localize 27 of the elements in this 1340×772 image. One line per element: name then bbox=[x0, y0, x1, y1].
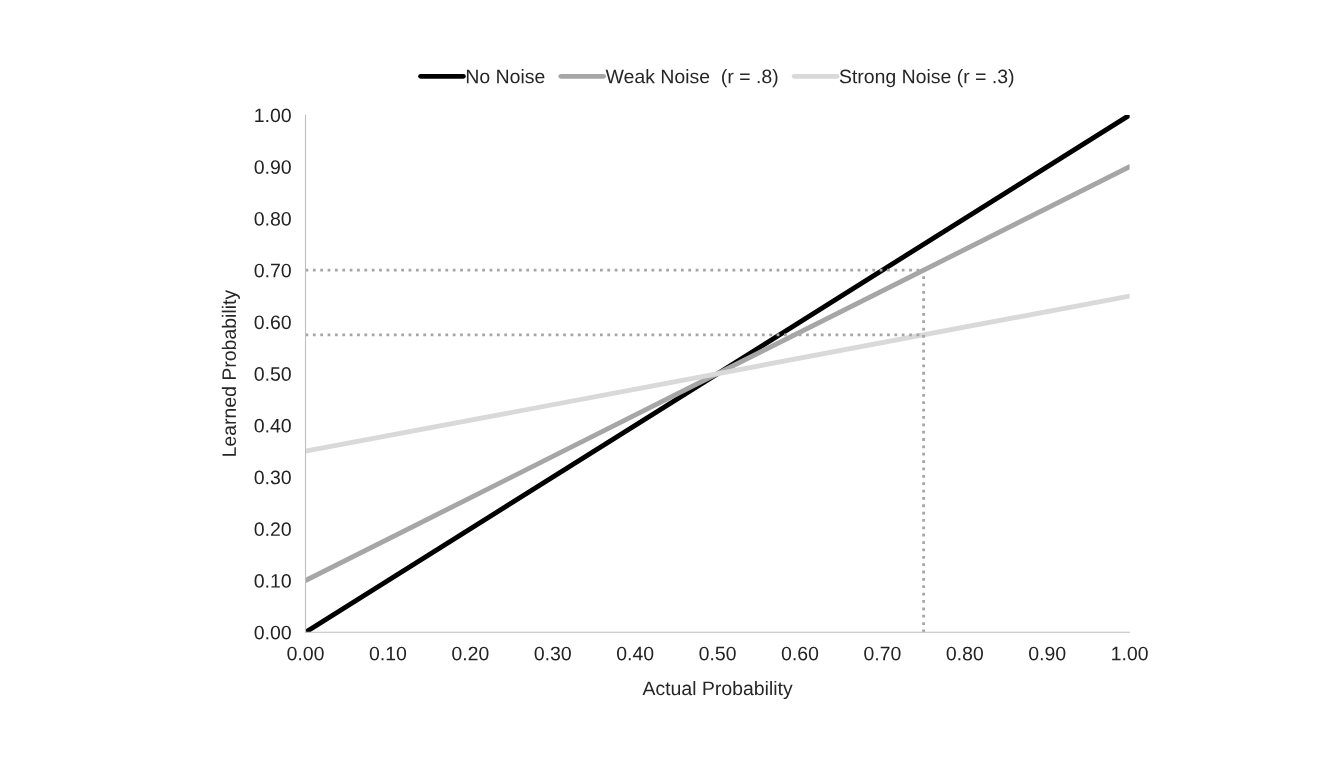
x-tick-label: 0.90 bbox=[1029, 646, 1066, 661]
x-axis-title: Actual Probability bbox=[642, 680, 793, 700]
y-tick-label: 0.70 bbox=[254, 263, 291, 278]
y-tick-label: 0.90 bbox=[254, 160, 291, 174]
y-tick-label: 0.20 bbox=[254, 522, 291, 537]
y-tick-label: 0.50 bbox=[254, 367, 291, 381]
x-tick-label: 0.50 bbox=[699, 646, 736, 661]
y-tick-label: 0.00 bbox=[254, 625, 291, 640]
x-tick-label: 0.80 bbox=[946, 646, 983, 661]
y-axis-title: Learned Probability bbox=[221, 289, 240, 456]
x-tick-label: 0.70 bbox=[864, 646, 901, 661]
y-tick-label: 0.60 bbox=[254, 315, 291, 330]
x-tick-label: 1.00 bbox=[1112, 646, 1148, 661]
legend-label: Strong Noise (r = .3) bbox=[839, 69, 1014, 88]
x-tick-label: 0.30 bbox=[534, 646, 571, 661]
y-tick-label: 0.30 bbox=[254, 470, 291, 485]
y-tick-label: 0.80 bbox=[254, 211, 291, 226]
x-tick-label: 0.10 bbox=[369, 646, 407, 661]
legend-label: Weak Noise (r = .8) bbox=[605, 69, 778, 88]
legend-label: No Noise bbox=[466, 69, 545, 84]
x-tick-label: 0.60 bbox=[781, 646, 819, 661]
x-tick-label: 0.20 bbox=[452, 646, 489, 661]
y-tick-label: 0.10 bbox=[254, 574, 291, 588]
x-tick-label: 0.40 bbox=[617, 646, 654, 661]
y-tick-label: 0.40 bbox=[254, 418, 291, 433]
y-tick-label: 1.00 bbox=[255, 108, 291, 123]
x-tick-label: 0.00 bbox=[287, 646, 324, 661]
